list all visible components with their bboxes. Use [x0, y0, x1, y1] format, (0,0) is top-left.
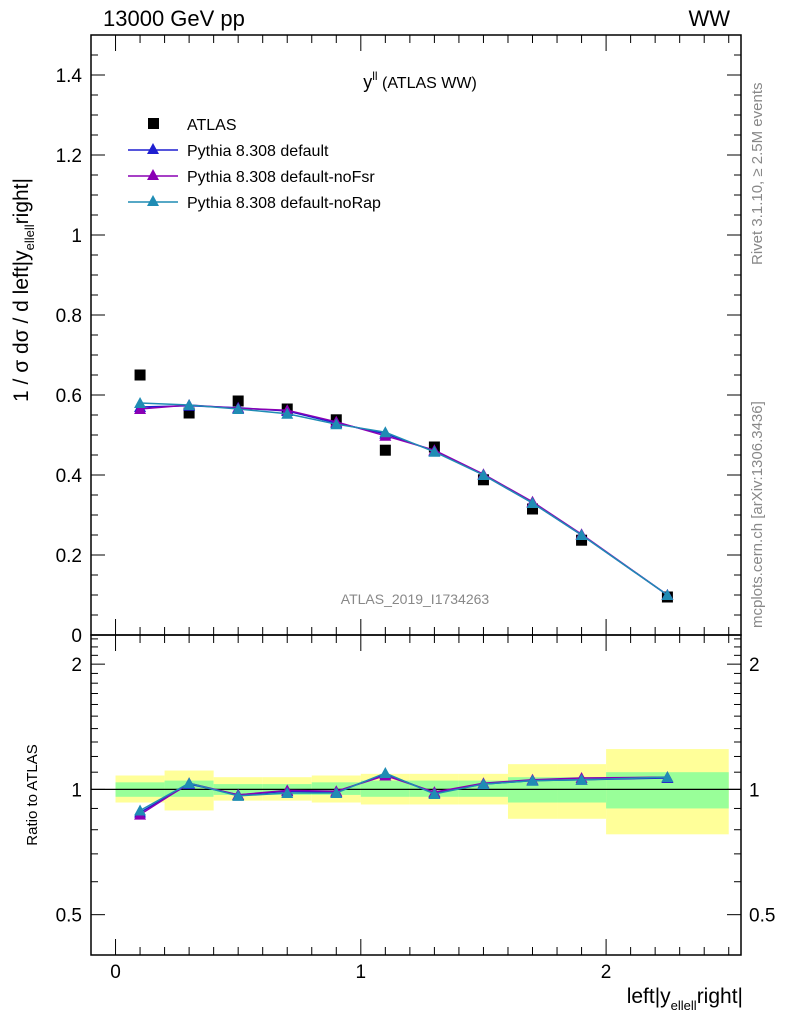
ratio-point-norap: [281, 787, 294, 799]
x-axis-label: left|yellellright|: [627, 985, 743, 1013]
ratio-point-norap: [428, 787, 441, 799]
legend-label-default: Pythia 8.308 default: [187, 143, 329, 160]
ratio-plot-frame: [90, 634, 742, 956]
ratio-point-norap: [575, 773, 588, 785]
x-axis-label-main: left|y: [627, 985, 671, 1008]
plot-title: yll (ATLAS WW): [363, 69, 477, 92]
main-y-tick-label: 1.4: [56, 66, 83, 87]
legend-marker-atlas: [148, 118, 159, 129]
series-point-norap: [134, 397, 147, 408]
ratio-y-axis-label: Ratio to ATLAS: [24, 744, 41, 845]
legend-label-nofsr: Pythia 8.308 default-noFsr: [187, 169, 375, 186]
ratio-point-norap: [232, 789, 245, 801]
main-y-axis-label-sub: ellell: [22, 224, 37, 250]
ratio-point-norap: [379, 767, 392, 779]
ratio-series: [134, 767, 674, 820]
main-y-tick-label: 0.8: [56, 306, 82, 327]
x-axis-label-tail: right|: [697, 985, 743, 1008]
atlas-data-point: [183, 407, 195, 419]
legend-marker-default: [147, 143, 159, 154]
series-point-nofsr: [134, 403, 147, 414]
rivet-side-label: Rivet 3.1.10, ≥ 2.5M events: [749, 83, 766, 266]
series-point-norap: [526, 497, 539, 508]
ratio-y-tick-label-right: 1: [749, 780, 760, 801]
ratio-y-tick-label: 2: [71, 655, 82, 676]
x-axis-label-sub: ellell: [671, 998, 697, 1013]
series-line-nofsr: [139, 404, 668, 596]
atlas-data-point: [232, 395, 244, 407]
ratio-y-tick-label: 1: [71, 780, 82, 801]
series-point-norap: [281, 407, 294, 419]
series-point-norap: [330, 418, 343, 430]
main-y-axis-label-main: 1 / σ dσ / d left|y: [10, 250, 33, 402]
ratio-bands: [91, 749, 741, 835]
ratio-point-norap: [661, 771, 674, 783]
series-point-norap: [428, 445, 441, 457]
main-y-axis-label-tail: right|: [10, 178, 33, 224]
header-right: WW: [688, 6, 730, 31]
main-y-tick-label: 0: [71, 626, 82, 647]
ratio-y-tick-label-right: 2: [749, 655, 760, 676]
x-tick-label: 0: [110, 962, 121, 983]
ratio-point-norap: [477, 778, 490, 790]
ratio-point-norap: [330, 787, 343, 799]
main-y-tick-label: 1.2: [56, 146, 82, 167]
series-point-norap: [232, 403, 245, 414]
series-line-norap: [140, 402, 668, 596]
main-y-axis-label: 1 / σ dσ / d left|yellellright|: [10, 178, 37, 402]
plot-title-sup: ll: [372, 69, 377, 83]
series-point-norap: [661, 589, 674, 600]
ratio-y-tick-label-right: 0.5: [749, 906, 775, 927]
atlas-data-point: [134, 369, 146, 381]
atlas-data-point: [576, 534, 588, 546]
ratio-point-norap: [526, 774, 539, 786]
main-series: [134, 369, 674, 603]
series-line-default: [140, 405, 668, 596]
x-tick-label: 2: [601, 962, 612, 983]
legend-label-atlas: ATLAS: [187, 117, 237, 134]
ratio-y-tick-label: 0.5: [56, 906, 82, 927]
main-y-tick-label: 1: [71, 226, 82, 247]
header-left: 13000 GeV pp: [103, 6, 245, 31]
axes: 0 0.2 0.4 0.6 0.8 1 1.2 1.4 0 1 2 0.5 0.5 1 1 2 2: [56, 35, 775, 983]
atlas-data-point: [379, 444, 391, 456]
main-y-tick-label: 0.4: [56, 466, 83, 487]
x-tick-label: 1: [356, 962, 367, 983]
series-point-norap: [575, 529, 588, 540]
series-point-norap: [379, 426, 392, 438]
atlas-data-point: [527, 503, 539, 515]
series-point-norap: [183, 399, 196, 410]
plot-title-main: y: [363, 72, 372, 92]
series-point-norap: [477, 469, 490, 480]
legend-marker-nofsr: [147, 169, 159, 180]
ratio-point-norap: [183, 777, 196, 789]
plot-title-rest: (ATLAS WW): [378, 75, 477, 92]
mcplots-side-label: mcplots.cern.ch [arXiv:1306.3436]: [749, 401, 766, 628]
analysis-watermark: ATLAS_2019_I1734263: [341, 591, 490, 607]
legend-label-norap: Pythia 8.308 default-noRap: [187, 195, 381, 212]
legend: ATLAS Pythia 8.308 default Pythia 8.308 …: [128, 117, 381, 212]
legend-marker-norap: [147, 195, 159, 206]
main-y-tick-label: 0.2: [56, 546, 82, 567]
main-y-tick-label: 0.6: [56, 386, 82, 407]
ratio-point-norap: [134, 804, 147, 816]
ratio-band-inner: [360, 780, 410, 797]
